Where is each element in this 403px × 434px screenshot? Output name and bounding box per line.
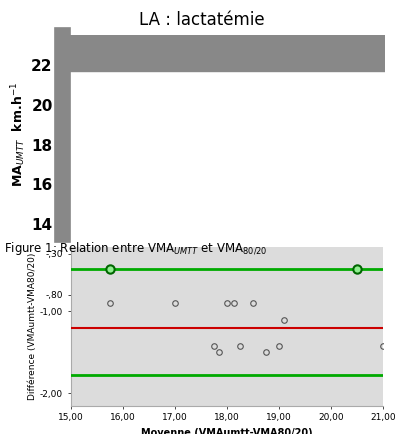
Text: LA : lactatémie: LA : lactatémie: [139, 11, 264, 29]
Y-axis label: MA$_{UMTT}$  km.h$^{-1}$: MA$_{UMTT}$ km.h$^{-1}$: [10, 82, 29, 187]
Y-axis label: Différence (VMAumtt-VMA80/20): Différence (VMAumtt-VMA80/20): [28, 253, 37, 400]
Bar: [62, 35, 385, 71]
X-axis label: Moyenne (VMAumtt-VMA80/20): Moyenne (VMAumtt-VMA80/20): [141, 428, 312, 434]
Text: Figure 1: Relation entre VMA$_{UMTT}$ et VMA$_{80/20}$: Figure 1: Relation entre VMA$_{UMTT}$ et…: [4, 241, 268, 257]
